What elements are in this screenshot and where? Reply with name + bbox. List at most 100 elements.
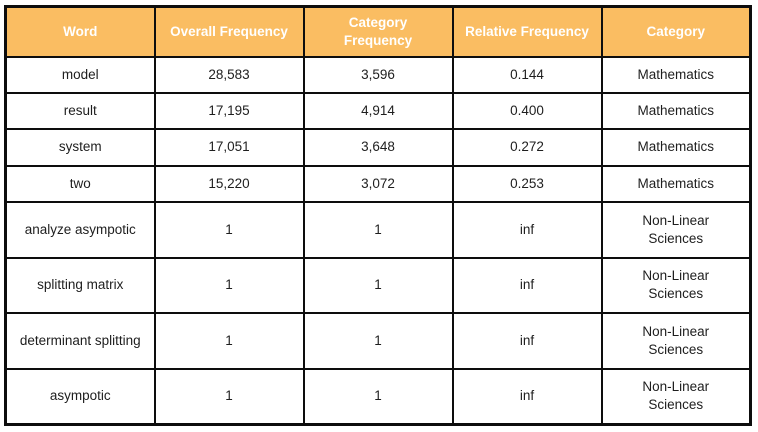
column-header-label: Category Frequency <box>343 14 413 48</box>
cell-category: Mathematics <box>600 91 752 131</box>
cell-value: two <box>69 175 91 191</box>
cell-category-frequency: 1 <box>302 256 454 315</box>
cell-word: analyze asympotic <box>4 200 156 259</box>
cell-word: determinant splitting <box>4 312 156 370</box>
cell-category-frequency: 4,914 <box>302 91 454 131</box>
cell-category: Non-Linear Sciences <box>600 200 752 259</box>
cell-value: determinant splitting <box>19 332 141 348</box>
table-row: splitting matrix 1 1 inf Non-Linear Sciences <box>4 256 752 315</box>
cell-relative-frequency: inf <box>451 200 603 259</box>
header-row: Word Overall Frequency Category Frequency R… <box>4 5 752 58</box>
cell-value: 4,914 <box>361 102 395 118</box>
cell-value: 15,220 <box>208 175 250 191</box>
column-header-overall-frequency: Overall Frequency <box>153 5 305 58</box>
cell-value: 3,072 <box>361 175 395 191</box>
cell-value: 3,648 <box>361 139 395 155</box>
cell-word: two <box>4 164 156 203</box>
cell-value: asympotic <box>49 388 111 404</box>
table-row: analyze asympotic 1 1 inf Non-Linear Science… <box>4 200 752 259</box>
cell-value: 0.144 <box>510 66 544 82</box>
cell-overall-frequency: 17,051 <box>153 128 305 167</box>
cell-overall-frequency: 1 <box>153 256 305 315</box>
cell-value: Non-Linear Sciences <box>642 323 710 357</box>
column-header-category-frequency: Category Frequency <box>302 5 454 58</box>
cell-value: Mathematics <box>637 139 715 155</box>
cell-value: 28,583 <box>208 66 250 82</box>
cell-category: Non-Linear Sciences <box>600 367 752 426</box>
table-row: determinant splitting 1 1 inf Non-Linear Sci… <box>4 312 752 370</box>
column-header-label: Relative Frequency <box>465 23 589 39</box>
cell-category: Non-Linear Sciences <box>600 312 752 370</box>
cell-value: Non-Linear Sciences <box>642 379 710 413</box>
cell-value: 17,051 <box>208 139 250 155</box>
cell-overall-frequency: 1 <box>153 367 305 426</box>
cell-category-frequency: 3,072 <box>302 164 454 203</box>
cell-value: 1 <box>225 332 233 348</box>
cell-value: 0.253 <box>510 175 544 191</box>
cell-value: analyze asympotic <box>24 221 136 237</box>
cell-value: 17,195 <box>208 102 250 118</box>
cell-overall-frequency: 15,220 <box>153 164 305 203</box>
cell-value: inf <box>519 332 535 348</box>
cell-value: inf <box>519 277 535 293</box>
table-row: system 17,051 3,648 0.272 Mathematics <box>4 128 752 167</box>
cell-category: Non-Linear Sciences <box>600 256 752 315</box>
table-row: model 28,583 3,596 0.144 Mathematics <box>4 55 752 94</box>
cell-value: 1 <box>225 277 233 293</box>
cell-word: asympotic <box>4 367 156 426</box>
table-row: asympotic 1 1 inf Non-Linear Sciences <box>4 367 752 426</box>
column-header-category: Category <box>600 5 752 58</box>
cell-relative-frequency: 0.253 <box>451 164 603 203</box>
cell-value: Non-Linear Sciences <box>642 268 710 302</box>
cell-value: Mathematics <box>637 175 715 191</box>
cell-value: 1 <box>225 388 233 404</box>
cell-value: inf <box>519 388 535 404</box>
cell-value: 1 <box>374 277 382 293</box>
cell-value: 0.400 <box>510 102 544 118</box>
cell-category: Mathematics <box>600 128 752 167</box>
cell-overall-frequency: 17,195 <box>153 91 305 131</box>
column-header-relative-frequency: Relative Frequency <box>451 5 603 58</box>
cell-category-frequency: 3,648 <box>302 128 454 167</box>
cell-value: 1 <box>374 332 382 348</box>
column-header-label: Category <box>646 23 705 39</box>
cell-category: Mathematics <box>600 164 752 203</box>
cell-word: result <box>4 91 156 131</box>
cell-value: Non-Linear Sciences <box>642 212 710 246</box>
cell-value: splitting matrix <box>37 277 124 293</box>
cell-value: 0.272 <box>510 139 544 155</box>
cell-category-frequency: 3,596 <box>302 55 454 94</box>
cell-relative-frequency: inf <box>451 256 603 315</box>
cell-relative-frequency: 0.272 <box>451 128 603 167</box>
cell-category-frequency: 1 <box>302 200 454 259</box>
word-frequency-table: Word Overall Frequency Category Frequency R… <box>4 5 752 426</box>
cell-relative-frequency: inf <box>451 367 603 426</box>
cell-value: Mathematics <box>637 66 715 82</box>
cell-value: 1 <box>374 388 382 404</box>
cell-overall-frequency: 28,583 <box>153 55 305 94</box>
table-row: result 17,195 4,914 0.400 Mathematics <box>4 91 752 131</box>
cell-category-frequency: 1 <box>302 312 454 370</box>
cell-value: Mathematics <box>637 102 715 118</box>
cell-category: Mathematics <box>600 55 752 94</box>
cell-value: model <box>61 66 99 82</box>
column-header-label: Overall Frequency <box>170 23 288 39</box>
cell-word: model <box>4 55 156 94</box>
column-header-label: Word <box>63 23 98 39</box>
table-body: model 28,583 3,596 0.144 Mathematics result 17… <box>4 55 752 426</box>
cell-value: result <box>63 102 97 118</box>
cell-overall-frequency: 1 <box>153 200 305 259</box>
cell-value: 3,596 <box>361 66 395 82</box>
cell-value: inf <box>519 221 535 237</box>
cell-value: 1 <box>225 221 233 237</box>
column-header-word: Word <box>4 5 156 58</box>
cell-relative-frequency: inf <box>451 312 603 370</box>
cell-category-frequency: 1 <box>302 367 454 426</box>
cell-value: system <box>58 139 102 155</box>
cell-value: 1 <box>374 221 382 237</box>
cell-word: splitting matrix <box>4 256 156 315</box>
cell-relative-frequency: 0.144 <box>451 55 603 94</box>
cell-word: system <box>4 128 156 167</box>
cell-overall-frequency: 1 <box>153 312 305 370</box>
